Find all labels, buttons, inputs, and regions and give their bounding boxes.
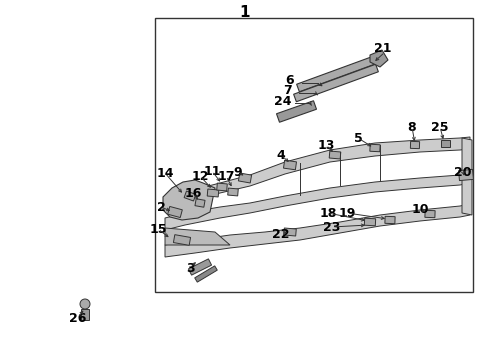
Polygon shape xyxy=(411,141,419,149)
Polygon shape xyxy=(459,170,473,181)
Text: 13: 13 xyxy=(318,139,335,152)
Circle shape xyxy=(80,299,90,309)
Polygon shape xyxy=(165,173,470,230)
Polygon shape xyxy=(165,228,230,245)
Polygon shape xyxy=(165,137,470,210)
Text: 10: 10 xyxy=(411,202,429,216)
Polygon shape xyxy=(239,173,251,183)
Text: 1: 1 xyxy=(240,5,250,19)
Text: 21: 21 xyxy=(374,41,392,54)
Text: 17: 17 xyxy=(217,170,235,183)
Text: 24: 24 xyxy=(274,95,292,108)
Text: 25: 25 xyxy=(431,121,449,134)
Text: 9: 9 xyxy=(234,166,243,179)
Text: 19: 19 xyxy=(338,207,356,220)
Polygon shape xyxy=(284,160,296,170)
Polygon shape xyxy=(441,140,449,147)
Text: 15: 15 xyxy=(149,222,167,235)
Polygon shape xyxy=(329,151,341,159)
Polygon shape xyxy=(284,228,296,236)
Polygon shape xyxy=(189,259,212,275)
Polygon shape xyxy=(365,218,376,226)
Bar xyxy=(155,18,473,292)
Polygon shape xyxy=(276,101,317,122)
Polygon shape xyxy=(370,144,380,152)
Text: 18: 18 xyxy=(319,207,337,220)
Polygon shape xyxy=(228,188,238,196)
Text: 8: 8 xyxy=(408,121,416,134)
Polygon shape xyxy=(425,210,435,218)
Text: 14: 14 xyxy=(156,166,174,180)
Text: 4: 4 xyxy=(277,149,285,162)
Polygon shape xyxy=(163,180,215,220)
Text: 20: 20 xyxy=(454,166,472,179)
Polygon shape xyxy=(385,216,395,224)
Polygon shape xyxy=(296,54,381,92)
Polygon shape xyxy=(173,235,191,245)
Polygon shape xyxy=(462,138,472,215)
Polygon shape xyxy=(165,204,470,257)
Polygon shape xyxy=(168,206,182,217)
Polygon shape xyxy=(184,191,196,201)
Text: 5: 5 xyxy=(354,131,363,144)
Text: 22: 22 xyxy=(272,228,290,240)
Text: 6: 6 xyxy=(286,73,294,86)
Polygon shape xyxy=(217,183,227,191)
Text: 7: 7 xyxy=(283,84,292,96)
Text: 26: 26 xyxy=(69,311,87,324)
Polygon shape xyxy=(195,266,217,282)
Polygon shape xyxy=(370,50,388,67)
Text: 16: 16 xyxy=(184,186,202,199)
Text: 11: 11 xyxy=(203,165,221,177)
Text: 12: 12 xyxy=(191,170,209,183)
Polygon shape xyxy=(207,189,219,197)
Text: 2: 2 xyxy=(157,201,166,213)
Polygon shape xyxy=(195,199,205,207)
Text: 23: 23 xyxy=(323,220,341,234)
Polygon shape xyxy=(294,64,378,102)
Polygon shape xyxy=(81,309,89,320)
Text: 3: 3 xyxy=(186,261,195,274)
